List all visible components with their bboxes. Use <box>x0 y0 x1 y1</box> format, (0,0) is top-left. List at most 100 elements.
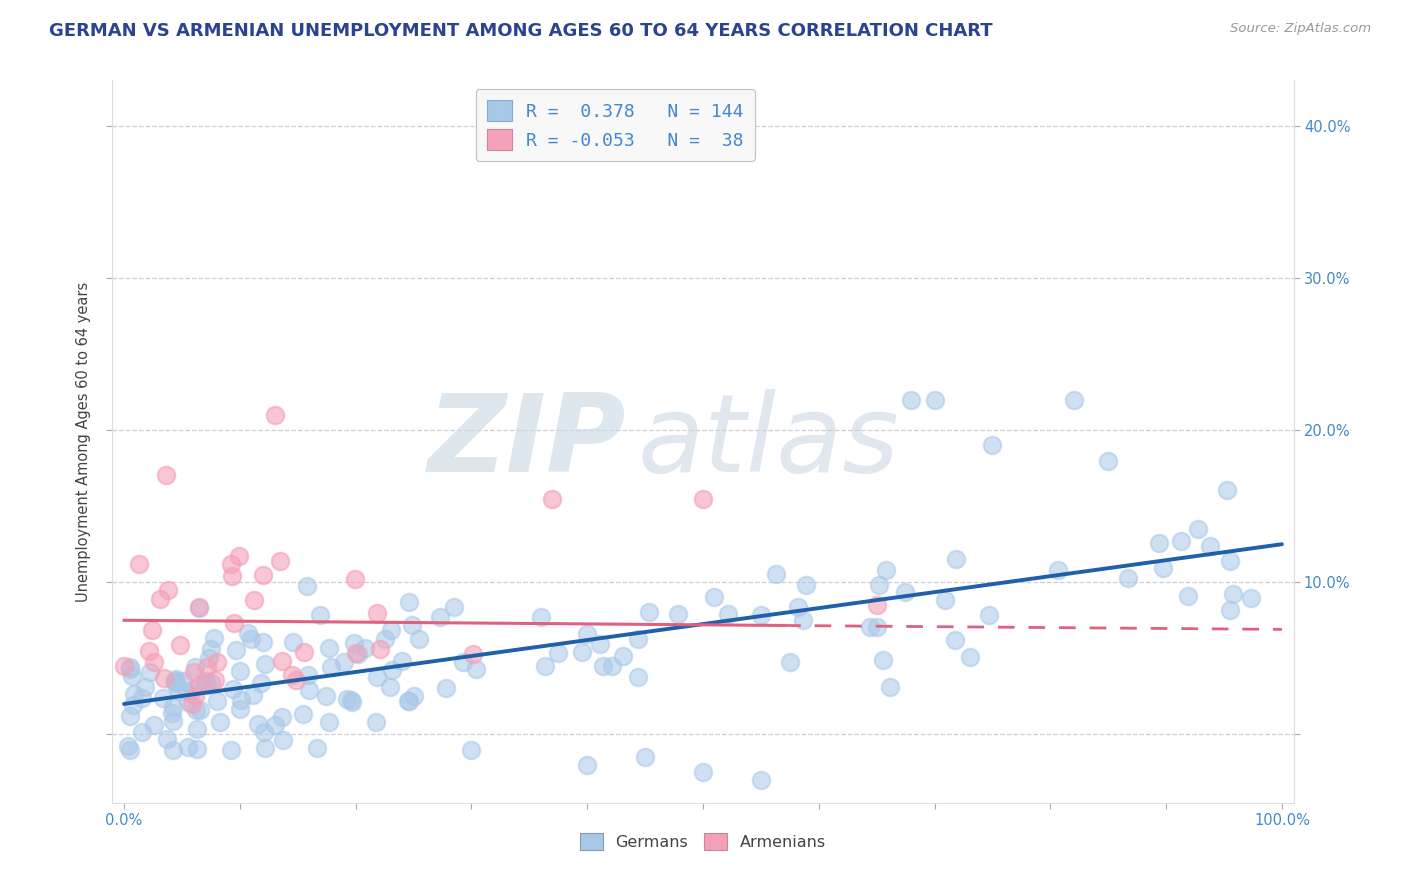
Point <box>879 681 901 695</box>
Point <box>239 632 262 646</box>
Point <box>434 681 457 695</box>
Point <box>138 644 160 658</box>
Point <box>169 638 191 652</box>
Point <box>703 590 725 604</box>
Point <box>205 655 228 669</box>
Point <box>118 660 141 674</box>
Point <box>981 438 1004 452</box>
Point <box>195 674 218 689</box>
Point <box>176 740 198 755</box>
Point <box>305 741 328 756</box>
Point <box>281 668 304 682</box>
Point <box>225 643 247 657</box>
Point <box>443 599 465 614</box>
Point <box>157 583 180 598</box>
Point <box>401 617 423 632</box>
Point <box>945 551 967 566</box>
Point <box>229 702 252 716</box>
Point <box>638 606 661 620</box>
Point <box>143 718 166 732</box>
Point <box>219 557 242 571</box>
Point <box>692 491 714 506</box>
Point <box>165 672 187 686</box>
Point <box>122 687 145 701</box>
Point <box>183 665 205 680</box>
Point <box>117 739 139 753</box>
Point <box>576 627 599 641</box>
Point <box>252 634 274 648</box>
Point <box>200 641 222 656</box>
Point <box>118 708 141 723</box>
Y-axis label: Unemployment Among Ages 60 to 64 years: Unemployment Among Ages 60 to 64 years <box>76 281 91 602</box>
Point <box>530 610 553 624</box>
Text: Source: ZipAtlas.com: Source: ZipAtlas.com <box>1230 22 1371 36</box>
Point <box>177 695 200 709</box>
Point <box>1097 453 1119 467</box>
Point <box>188 678 211 692</box>
Point <box>264 718 287 732</box>
Point <box>187 599 209 614</box>
Text: ZIP: ZIP <box>427 389 626 494</box>
Point <box>184 703 207 717</box>
Point <box>1219 554 1241 568</box>
Point <box>464 662 486 676</box>
Point <box>273 733 295 747</box>
Point <box>589 637 612 651</box>
Text: atlas: atlas <box>638 389 900 494</box>
Point <box>188 600 211 615</box>
Point <box>131 724 153 739</box>
Point <box>1152 560 1174 574</box>
Point <box>1170 534 1192 549</box>
Point <box>366 715 388 730</box>
Point <box>1240 591 1263 605</box>
Point <box>295 579 318 593</box>
Point <box>571 645 593 659</box>
Point <box>315 689 337 703</box>
Point <box>167 684 190 698</box>
Point <box>875 563 897 577</box>
Point <box>541 491 564 506</box>
Point <box>222 682 245 697</box>
Point <box>398 595 420 609</box>
Point <box>336 691 359 706</box>
Point <box>155 468 177 483</box>
Point <box>794 578 817 592</box>
Point <box>229 665 252 679</box>
Point <box>156 731 179 746</box>
Point <box>141 623 163 637</box>
Point <box>271 654 294 668</box>
Point <box>297 668 319 682</box>
Point <box>184 660 207 674</box>
Point <box>366 606 388 620</box>
Point <box>186 742 208 756</box>
Point <box>142 655 165 669</box>
Point <box>139 665 162 679</box>
Point <box>592 659 614 673</box>
Point <box>429 610 451 624</box>
Point <box>292 706 315 721</box>
Point <box>366 670 388 684</box>
Point <box>749 608 772 623</box>
Point <box>1216 483 1239 497</box>
Point <box>749 772 772 787</box>
Point <box>195 660 218 674</box>
Point <box>866 620 889 634</box>
Point <box>374 632 396 646</box>
Point <box>391 654 413 668</box>
Point <box>340 693 363 707</box>
Point <box>347 647 370 661</box>
Point <box>270 710 292 724</box>
Point <box>408 632 430 646</box>
Point <box>934 593 956 607</box>
Point <box>319 660 342 674</box>
Point <box>254 657 277 671</box>
Point <box>228 549 250 563</box>
Point <box>344 646 367 660</box>
Point <box>181 682 204 697</box>
Point <box>353 641 375 656</box>
Point <box>977 608 1000 623</box>
Point <box>188 703 211 717</box>
Point <box>451 655 474 669</box>
Point <box>343 636 366 650</box>
Point <box>172 673 194 688</box>
